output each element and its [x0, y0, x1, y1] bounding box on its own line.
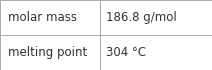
Text: melting point: melting point: [8, 46, 87, 59]
Text: 304 °C: 304 °C: [106, 46, 146, 59]
Bar: [100, 0, 212, 35]
Bar: [0, 0, 100, 35]
Bar: [100, 35, 212, 70]
Text: 186.8 g/mol: 186.8 g/mol: [106, 11, 176, 24]
Text: molar mass: molar mass: [8, 11, 77, 24]
Bar: [0, 35, 100, 70]
